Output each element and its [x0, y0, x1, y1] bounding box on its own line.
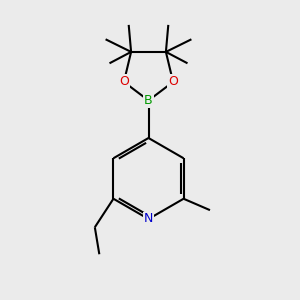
Text: O: O	[119, 75, 129, 88]
Text: N: N	[144, 212, 153, 226]
Text: O: O	[168, 75, 178, 88]
Text: B: B	[144, 94, 153, 107]
